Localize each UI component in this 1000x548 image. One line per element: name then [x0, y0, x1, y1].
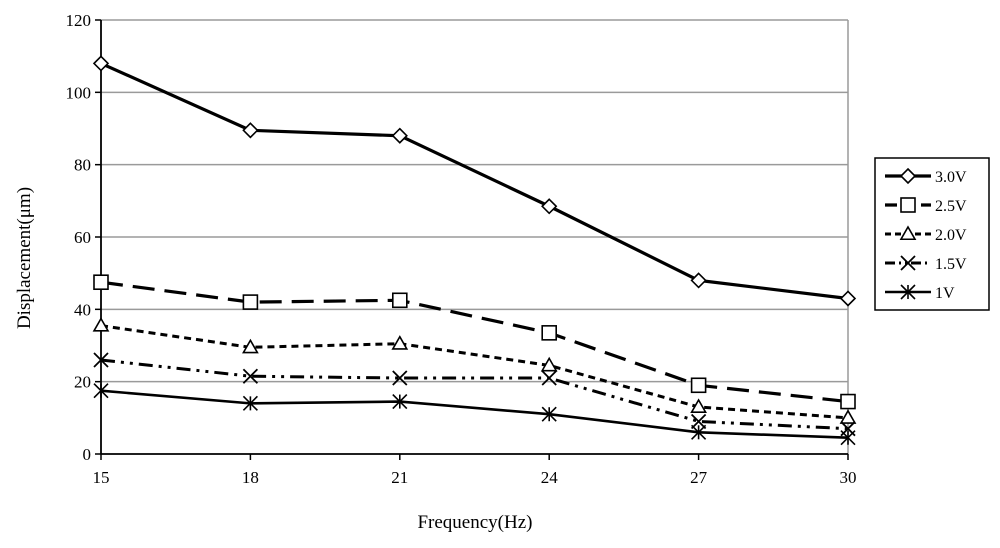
x-tick-label: 27 [690, 468, 708, 487]
y-tick-label: 0 [83, 445, 92, 464]
y-tick-label: 60 [74, 228, 91, 247]
series-line [100, 389, 849, 440]
x-tick-label: 24 [541, 468, 559, 487]
grid-lines [101, 19, 849, 454]
y-tick-label: 100 [66, 83, 92, 102]
legend-item: 1V [885, 284, 955, 302]
data-point [93, 352, 109, 368]
data-point [541, 325, 558, 341]
data-point [392, 370, 408, 386]
series-2.0V [92, 316, 857, 424]
data-point [92, 55, 110, 72]
data-point [392, 393, 408, 410]
data-point [242, 122, 259, 139]
y-tick-label: 80 [74, 156, 91, 175]
legend-box [874, 157, 990, 311]
legend-label: 3.0V [935, 169, 967, 186]
legend-item: 1.5V [885, 255, 967, 273]
series-line [100, 324, 849, 420]
data-point [839, 409, 857, 424]
data-point [840, 393, 856, 410]
series-layer [92, 55, 857, 446]
data-point [391, 292, 408, 309]
data-point [391, 127, 408, 144]
data-point [690, 377, 707, 394]
legend-item: 2.5V [885, 197, 967, 215]
data-point [242, 395, 258, 411]
data-point [391, 335, 409, 350]
series-2.5V [93, 274, 856, 410]
y-axis-title: Displacement(μm) [14, 187, 35, 329]
x-tick-label: 21 [391, 468, 408, 487]
data-point [540, 356, 558, 372]
x-tick-label: 15 [93, 468, 110, 487]
series-1V [93, 383, 856, 446]
data-point [242, 368, 259, 384]
data-point [541, 370, 557, 386]
data-point [690, 272, 707, 289]
data-point [541, 406, 557, 422]
legend-label: 1.5V [935, 256, 967, 273]
series-1.5V [93, 352, 856, 437]
x-tick-label: 18 [242, 468, 259, 487]
legend-swatch-marker [900, 284, 916, 300]
data-point [242, 294, 259, 310]
y-tick-label: 20 [74, 373, 91, 392]
series-3.0V [92, 55, 857, 307]
legend-label: 2.5V [935, 198, 967, 215]
data-point [691, 424, 707, 440]
y-tick-label: 120 [66, 11, 92, 30]
data-point [93, 274, 109, 291]
data-point [690, 413, 707, 430]
legend-swatch-marker [899, 225, 917, 241]
axes [95, 19, 849, 460]
series-line [100, 358, 849, 431]
legend-item: 2.0V [885, 225, 967, 244]
legend: 3.0V 2.5V 2.0V 1.5V 1V [874, 157, 990, 311]
data-point [840, 430, 856, 446]
x-tick-label: 30 [840, 468, 857, 487]
data-point [242, 338, 259, 354]
x-axis-title: Frequency(Hz) [417, 512, 532, 533]
tick-labels: 0 20 40 60 80 100 120 15 18 21 24 27 30 [66, 11, 857, 487]
legend-label: 2.0V [935, 227, 967, 244]
data-point [541, 198, 558, 215]
legend-label: 1V [935, 285, 955, 302]
y-tick-label: 40 [74, 300, 91, 319]
legend-item: 3.0V [885, 167, 967, 186]
data-point [839, 290, 857, 307]
data-point [690, 398, 707, 414]
legend-swatch-marker [900, 255, 916, 271]
data-point [93, 383, 109, 399]
data-point [92, 316, 110, 332]
legend-swatch-marker [900, 197, 916, 213]
series-line [100, 61, 849, 301]
legend-swatch-marker [899, 167, 917, 185]
